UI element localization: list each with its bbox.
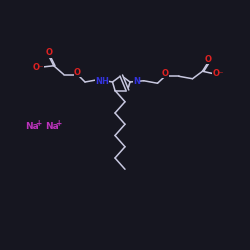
Text: O: O	[74, 68, 81, 76]
Text: Na: Na	[26, 122, 40, 131]
Text: O: O	[204, 55, 212, 64]
Text: O⁻: O⁻	[32, 62, 44, 72]
Text: O: O	[45, 48, 52, 57]
Text: O⁻: O⁻	[212, 69, 224, 78]
Text: +: +	[55, 119, 61, 128]
Text: O: O	[162, 69, 168, 78]
Text: NH: NH	[95, 77, 109, 86]
Text: Na: Na	[46, 122, 60, 131]
Text: N: N	[133, 77, 140, 86]
Text: +: +	[35, 119, 41, 128]
